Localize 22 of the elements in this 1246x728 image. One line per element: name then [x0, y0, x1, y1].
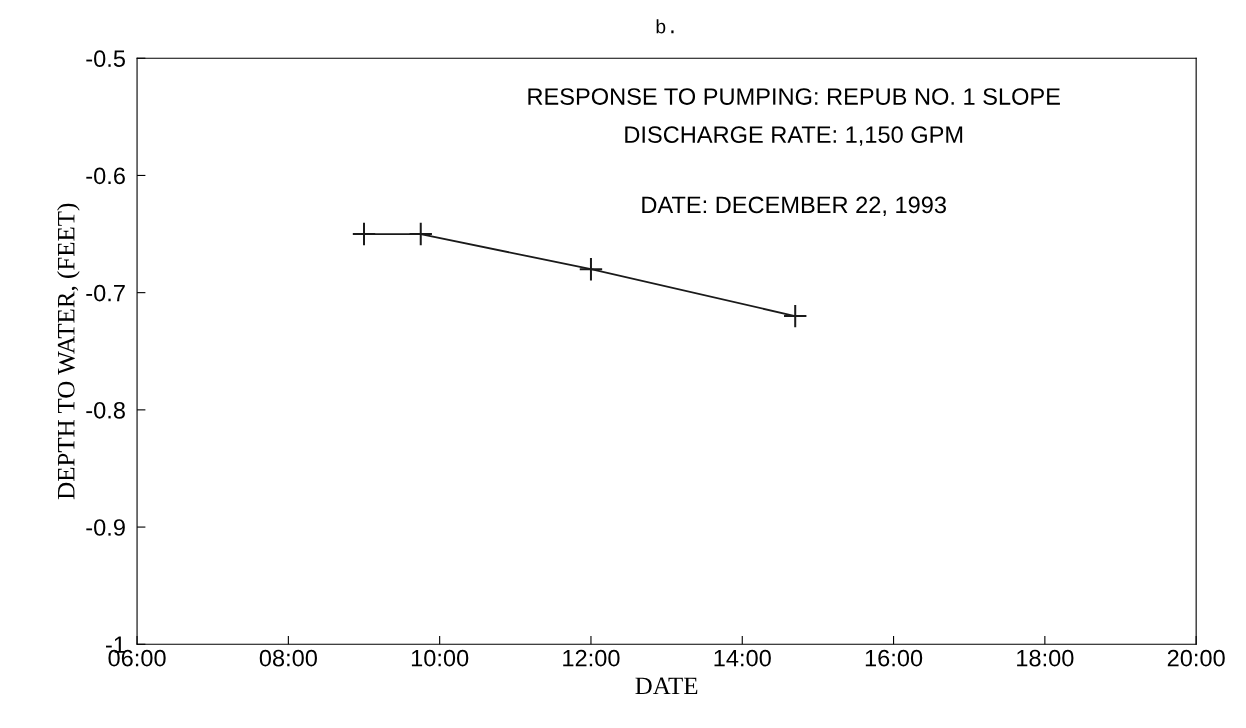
annotation: DISCHARGE RATE: 1,150 GPM: [625, 126, 963, 146]
x-axis-title: DATE: [635, 677, 698, 695]
y-tick-label: -0.9: [86, 519, 125, 536]
x-tick-label: 10:00: [411, 649, 469, 667]
x-tick-label: 12:00: [563, 649, 620, 667]
x-tick-label: 08:00: [259, 649, 317, 667]
point: [579, 258, 603, 281]
point: [352, 222, 376, 246]
x-tick-label: 20:00: [1167, 649, 1225, 667]
annotation: RESPONSE TO PUMPING: REPUB NO. 1 SLOPE: [528, 88, 1060, 105]
y-tick-label: -0.6: [86, 167, 125, 185]
point: [784, 304, 807, 328]
y-tick-label: -0.5: [86, 50, 125, 68]
y-tick-label: -0.8: [86, 401, 125, 419]
y-axis-title: DEPTH TO WATER, (FEET): [57, 203, 80, 500]
y-tick-label: -0.7: [86, 284, 125, 302]
x-tick-label: 14:00: [714, 649, 771, 667]
chart-title: b.: [656, 19, 674, 34]
x-tick-label: 16:00: [865, 649, 923, 667]
annotation: DATE: DECEMBER 22, 1993: [642, 196, 946, 217]
point: [409, 222, 432, 246]
x-tick-label: 18:00: [1017, 649, 1074, 667]
